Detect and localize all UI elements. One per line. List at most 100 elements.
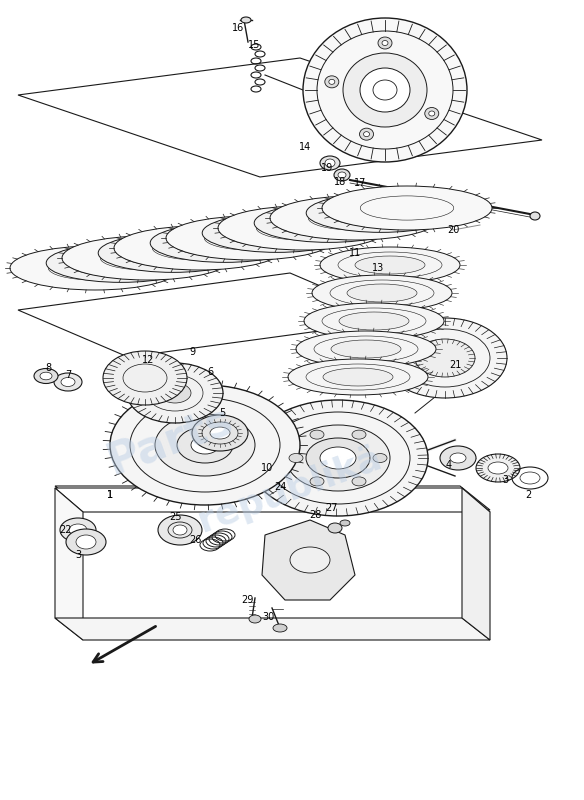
Text: 22: 22 <box>59 525 71 535</box>
Text: 17: 17 <box>354 178 366 188</box>
Ellipse shape <box>352 477 366 486</box>
Ellipse shape <box>114 226 284 270</box>
Ellipse shape <box>60 518 96 542</box>
Text: 1: 1 <box>107 490 113 500</box>
Text: 2: 2 <box>525 490 531 500</box>
Ellipse shape <box>425 107 439 119</box>
Text: 9: 9 <box>189 347 195 357</box>
Text: 30: 30 <box>262 612 274 622</box>
Text: 16: 16 <box>232 23 244 33</box>
Ellipse shape <box>276 210 382 237</box>
Polygon shape <box>55 488 83 640</box>
Ellipse shape <box>155 414 255 476</box>
Ellipse shape <box>210 427 230 439</box>
Ellipse shape <box>338 172 346 178</box>
Text: republikä: republikä <box>193 441 387 539</box>
Text: 21: 21 <box>449 360 461 370</box>
Ellipse shape <box>66 529 106 555</box>
Polygon shape <box>18 273 400 357</box>
Ellipse shape <box>373 454 387 462</box>
Ellipse shape <box>191 436 219 454</box>
Ellipse shape <box>288 359 428 395</box>
Text: 15: 15 <box>248 40 260 50</box>
Ellipse shape <box>347 284 417 302</box>
Ellipse shape <box>378 37 392 49</box>
Ellipse shape <box>415 339 475 377</box>
Ellipse shape <box>290 547 330 573</box>
Ellipse shape <box>296 331 436 367</box>
Ellipse shape <box>289 454 303 462</box>
Ellipse shape <box>383 318 507 398</box>
Ellipse shape <box>373 80 397 100</box>
Ellipse shape <box>62 236 232 280</box>
Ellipse shape <box>218 206 388 250</box>
Text: 6: 6 <box>207 367 213 377</box>
Ellipse shape <box>241 17 251 23</box>
Text: 26: 26 <box>189 535 201 545</box>
Ellipse shape <box>46 244 196 282</box>
Text: 29: 29 <box>241 595 253 605</box>
Polygon shape <box>55 488 490 512</box>
Ellipse shape <box>340 520 350 526</box>
Ellipse shape <box>530 212 540 220</box>
Polygon shape <box>262 520 355 600</box>
Ellipse shape <box>476 454 520 482</box>
Ellipse shape <box>34 369 58 383</box>
Ellipse shape <box>254 204 404 242</box>
Ellipse shape <box>159 383 191 403</box>
Ellipse shape <box>325 159 335 167</box>
Ellipse shape <box>10 246 180 290</box>
Ellipse shape <box>224 219 330 246</box>
Ellipse shape <box>103 351 187 405</box>
Text: 28: 28 <box>309 510 321 520</box>
Polygon shape <box>55 618 490 640</box>
Text: 8: 8 <box>45 363 51 373</box>
Text: 10: 10 <box>261 463 273 473</box>
Ellipse shape <box>306 438 370 478</box>
Ellipse shape <box>303 18 467 162</box>
Polygon shape <box>55 486 490 510</box>
Ellipse shape <box>68 250 173 277</box>
Ellipse shape <box>304 303 444 339</box>
Ellipse shape <box>270 196 440 240</box>
Ellipse shape <box>360 128 374 140</box>
Ellipse shape <box>127 363 223 423</box>
Ellipse shape <box>54 373 82 391</box>
Ellipse shape <box>360 68 410 112</box>
Ellipse shape <box>339 312 409 330</box>
Ellipse shape <box>172 230 278 257</box>
Text: 14: 14 <box>299 142 311 152</box>
Ellipse shape <box>150 224 300 262</box>
Polygon shape <box>462 488 490 640</box>
Ellipse shape <box>61 378 75 386</box>
Ellipse shape <box>310 430 324 439</box>
Ellipse shape <box>273 624 287 632</box>
Text: 20: 20 <box>447 225 459 235</box>
Text: Parts: Parts <box>101 398 239 482</box>
Ellipse shape <box>286 425 390 491</box>
Ellipse shape <box>352 430 366 439</box>
Ellipse shape <box>382 41 388 46</box>
Text: 12: 12 <box>142 355 154 365</box>
Text: 4: 4 <box>446 460 452 470</box>
Ellipse shape <box>249 615 261 623</box>
Ellipse shape <box>110 385 300 505</box>
Ellipse shape <box>440 446 476 470</box>
Text: 25: 25 <box>169 512 181 522</box>
Ellipse shape <box>192 415 248 451</box>
Ellipse shape <box>98 234 248 272</box>
Text: 13: 13 <box>372 263 384 273</box>
Ellipse shape <box>248 400 428 516</box>
Ellipse shape <box>173 525 187 535</box>
Ellipse shape <box>329 79 335 84</box>
Ellipse shape <box>76 535 96 549</box>
Text: 3: 3 <box>502 475 508 485</box>
Text: 18: 18 <box>334 177 346 187</box>
Text: 5: 5 <box>219 408 225 418</box>
Text: 11: 11 <box>349 248 361 258</box>
Ellipse shape <box>323 368 393 386</box>
Text: 27: 27 <box>326 503 338 513</box>
Ellipse shape <box>320 447 356 469</box>
Ellipse shape <box>166 216 336 260</box>
Ellipse shape <box>331 340 401 358</box>
